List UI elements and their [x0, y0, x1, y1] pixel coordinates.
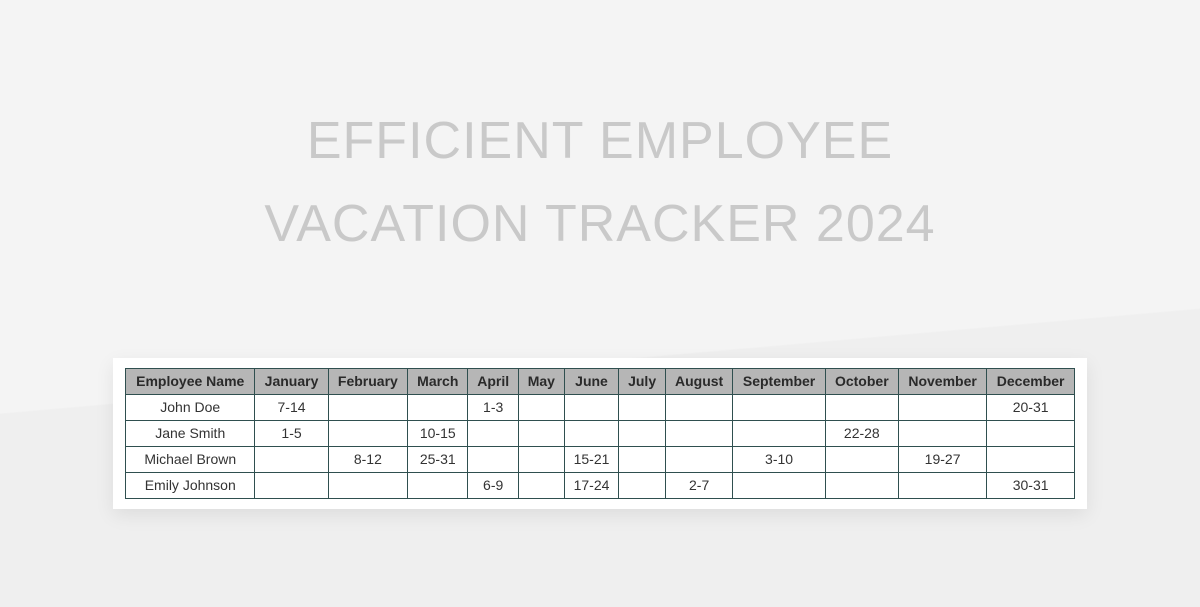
cell [619, 447, 666, 473]
table-row: Michael Brown 8-12 25-31 15-21 3-10 19-2… [126, 447, 1075, 473]
cell: 20-31 [987, 395, 1075, 421]
col-december: December [987, 369, 1075, 395]
col-september: September [733, 369, 825, 395]
col-march: March [408, 369, 468, 395]
cell [987, 447, 1075, 473]
cell [468, 421, 519, 447]
cell [255, 447, 328, 473]
cell: 2-7 [665, 473, 732, 499]
vacation-table-wrap: Employee Name January February March Apr… [113, 358, 1087, 509]
table-row: Emily Johnson 6-9 17-24 2-7 30-31 [126, 473, 1075, 499]
cell-employee-name: Emily Johnson [126, 473, 255, 499]
cell: 7-14 [255, 395, 328, 421]
col-july: July [619, 369, 666, 395]
cell: 25-31 [408, 447, 468, 473]
table-row: John Doe 7-14 1-3 20-31 [126, 395, 1075, 421]
cell [665, 447, 732, 473]
col-october: October [825, 369, 898, 395]
cell: 19-27 [898, 447, 986, 473]
col-april: April [468, 369, 519, 395]
cell [328, 395, 408, 421]
cell [518, 473, 564, 499]
cell-employee-name: John Doe [126, 395, 255, 421]
cell: 8-12 [328, 447, 408, 473]
cell [825, 395, 898, 421]
page-title-block: EFFICIENT EMPLOYEE VACATION TRACKER 2024 [0, 100, 1200, 266]
page-title-line1: EFFICIENT EMPLOYEE [0, 100, 1200, 183]
col-august: August [665, 369, 732, 395]
cell [328, 473, 408, 499]
cell: 1-3 [468, 395, 519, 421]
cell [825, 447, 898, 473]
cell: 6-9 [468, 473, 519, 499]
cell: 17-24 [564, 473, 619, 499]
cell [665, 395, 732, 421]
cell [619, 395, 666, 421]
col-february: February [328, 369, 408, 395]
cell [518, 421, 564, 447]
cell [408, 395, 468, 421]
cell [255, 473, 328, 499]
cell [733, 395, 825, 421]
cell [564, 421, 619, 447]
cell [518, 395, 564, 421]
col-november: November [898, 369, 986, 395]
cell-employee-name: Jane Smith [126, 421, 255, 447]
cell: 3-10 [733, 447, 825, 473]
cell [733, 421, 825, 447]
cell [518, 447, 564, 473]
cell [898, 473, 986, 499]
cell [898, 395, 986, 421]
page-title-line2: VACATION TRACKER 2024 [0, 183, 1200, 266]
cell [733, 473, 825, 499]
cell-employee-name: Michael Brown [126, 447, 255, 473]
cell [987, 421, 1075, 447]
cell: 30-31 [987, 473, 1075, 499]
cell [825, 473, 898, 499]
table-row: Jane Smith 1-5 10-15 22-28 [126, 421, 1075, 447]
cell: 15-21 [564, 447, 619, 473]
table-header-row: Employee Name January February March Apr… [126, 369, 1075, 395]
cell: 1-5 [255, 421, 328, 447]
cell [619, 473, 666, 499]
cell: 22-28 [825, 421, 898, 447]
cell [665, 421, 732, 447]
cell [898, 421, 986, 447]
col-january: January [255, 369, 328, 395]
cell [328, 421, 408, 447]
cell [468, 447, 519, 473]
cell: 10-15 [408, 421, 468, 447]
col-june: June [564, 369, 619, 395]
col-may: May [518, 369, 564, 395]
vacation-table: Employee Name January February March Apr… [125, 368, 1075, 499]
cell [564, 395, 619, 421]
cell [408, 473, 468, 499]
cell [619, 421, 666, 447]
col-employee-name: Employee Name [126, 369, 255, 395]
